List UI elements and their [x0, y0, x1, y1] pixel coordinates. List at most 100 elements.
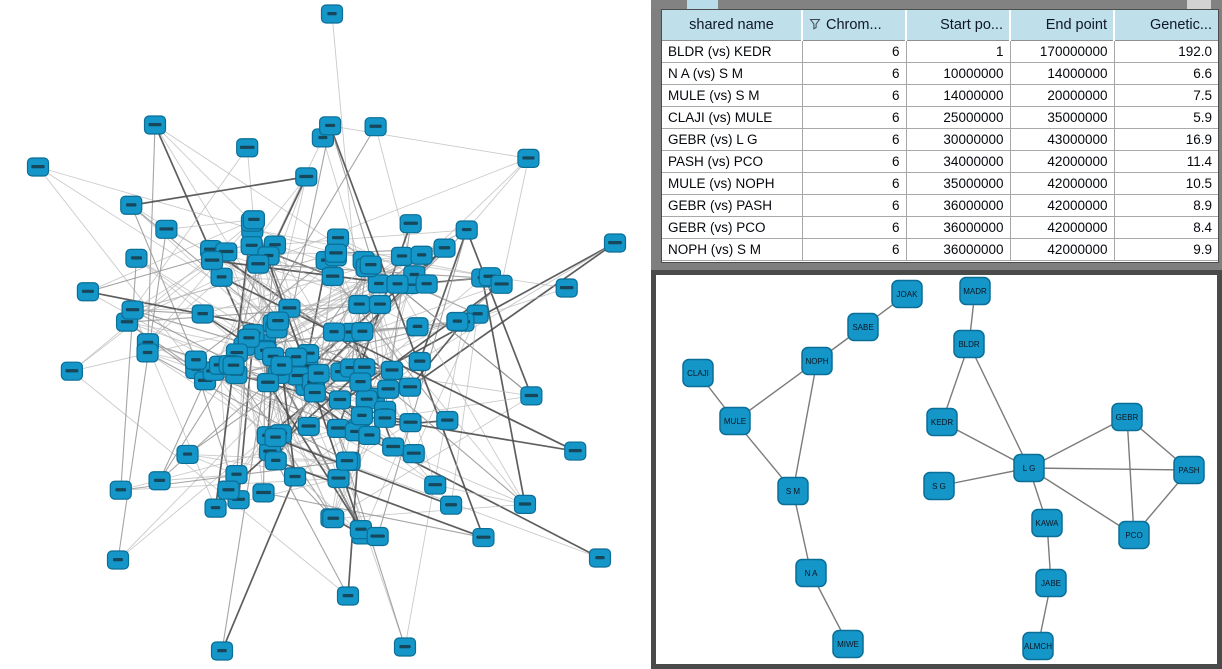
overview-node[interactable]: [350, 406, 374, 426]
overview-node[interactable]: [266, 311, 290, 331]
node-PASH[interactable]: PASH: [1173, 455, 1205, 485]
overview-node[interactable]: [321, 266, 344, 287]
table-row[interactable]: NOPH (vs) S M 6 36000000 42000000 9.9: [662, 238, 1218, 261]
edge-BLDR-L G[interactable]: [968, 343, 1030, 469]
overview-node[interactable]: [399, 413, 422, 433]
overview-node[interactable]: [408, 351, 431, 372]
overview-node[interactable]: [393, 637, 417, 657]
overview-node[interactable]: [603, 233, 627, 253]
node-MULE[interactable]: MULE: [719, 406, 751, 436]
overview-node[interactable]: [348, 294, 371, 315]
overview-node[interactable]: [377, 379, 400, 399]
overview-node[interactable]: [402, 443, 425, 464]
overview-node[interactable]: [322, 322, 346, 342]
overview-node[interactable]: [367, 274, 390, 294]
overview-node[interactable]: [390, 246, 414, 266]
node-JABE[interactable]: JABE: [1035, 568, 1067, 598]
overview-node[interactable]: [555, 278, 578, 298]
overview-node[interactable]: [26, 157, 50, 177]
overview-node[interactable]: [148, 471, 171, 491]
overview-node[interactable]: [121, 300, 144, 320]
overview-node[interactable]: [433, 238, 456, 258]
overview-node[interactable]: [125, 248, 148, 268]
column-header-3[interactable]: End point: [1010, 10, 1115, 41]
table-row[interactable]: GEBR (vs) L G 6 30000000 43000000 16.9: [662, 128, 1218, 151]
overview-node[interactable]: [252, 483, 275, 503]
node-PCO[interactable]: PCO: [1118, 520, 1150, 550]
table-row[interactable]: GEBR (vs) PCO 6 36000000 42000000 8.4: [662, 216, 1218, 239]
column-header-0[interactable]: shared name: [662, 10, 803, 41]
overview-node[interactable]: [176, 444, 199, 465]
overview-node[interactable]: [136, 343, 159, 363]
table-row[interactable]: PASH (vs) PCO 6 34000000 42000000 11.4: [662, 150, 1218, 173]
node-BLDR[interactable]: BLDR: [953, 329, 985, 359]
edge-L G-GEBR[interactable]: [1028, 416, 1128, 469]
overview-node[interactable]: [326, 418, 350, 439]
overview-node[interactable]: [373, 408, 397, 428]
column-header-1[interactable]: Chrom...: [802, 10, 907, 41]
overview-node[interactable]: [109, 480, 132, 500]
overview-node[interactable]: [155, 219, 178, 239]
edge-GEBR-PCO[interactable]: [1126, 416, 1135, 536]
overview-node[interactable]: [439, 495, 463, 515]
node-CLAJI[interactable]: CLAJI: [682, 358, 714, 388]
node-NOPH[interactable]: NOPH: [801, 346, 833, 376]
selected-network-canvas[interactable]: JOAK SABE NOPH CLAJI MULE S M N A MIWE MADR BLDR K…: [656, 275, 1217, 664]
edge-NOPH-S M[interactable]: [792, 360, 818, 492]
overview-node[interactable]: [415, 274, 438, 294]
node-JOAK[interactable]: JOAK: [891, 279, 923, 309]
overview-node[interactable]: [386, 274, 409, 294]
table-row[interactable]: MULE (vs) NOPH 6 35000000 42000000 10.5: [662, 172, 1218, 195]
overview-node[interactable]: [368, 294, 392, 315]
table-row[interactable]: BLDR (vs) KEDR 6 1 170000000 192.0: [662, 40, 1218, 63]
node-N A[interactable]: N A: [795, 558, 827, 588]
edge-L G-PCO[interactable]: [1028, 467, 1135, 536]
overview-node[interactable]: [319, 116, 342, 136]
overview-node[interactable]: [270, 355, 293, 376]
overview-node[interactable]: [264, 427, 287, 448]
overview-node[interactable]: [399, 214, 422, 234]
overview-node[interactable]: [217, 480, 240, 500]
table-row[interactable]: GEBR (vs) PASH 6 36000000 42000000 8.9: [662, 194, 1218, 217]
overview-node[interactable]: [120, 195, 143, 215]
overview-node[interactable]: [517, 148, 540, 168]
node-KAWA[interactable]: KAWA: [1031, 508, 1063, 538]
node-S G[interactable]: S G: [923, 471, 955, 501]
overview-node[interactable]: [359, 255, 382, 275]
node-GEBR[interactable]: GEBR: [1111, 402, 1143, 432]
overview-node[interactable]: [200, 250, 224, 271]
node-MADR[interactable]: MADR: [959, 276, 991, 306]
overview-node[interactable]: [380, 360, 404, 380]
overview-node[interactable]: [335, 451, 359, 471]
overview-node[interactable]: [237, 328, 261, 348]
overview-node[interactable]: [210, 641, 234, 661]
column-header-2[interactable]: Start po...: [906, 10, 1011, 41]
overview-node[interactable]: [366, 526, 389, 547]
overview-node[interactable]: [256, 373, 280, 393]
overview-node[interactable]: [264, 451, 287, 471]
overview-node[interactable]: [242, 210, 265, 230]
overview-node[interactable]: [327, 468, 350, 489]
overview-node[interactable]: [349, 372, 372, 392]
edge-L G-PASH[interactable]: [1028, 467, 1190, 471]
overview-node[interactable]: [490, 274, 513, 294]
overview-node[interactable]: [324, 243, 348, 263]
overview-node[interactable]: [222, 356, 245, 376]
overview-node[interactable]: [184, 350, 207, 370]
overview-network-canvas[interactable]: [0, 0, 651, 669]
overview-node[interactable]: [406, 317, 429, 337]
overview-node[interactable]: [588, 548, 612, 568]
overview-node[interactable]: [351, 322, 374, 342]
overview-node[interactable]: [320, 4, 344, 24]
node-KEDR[interactable]: KEDR: [926, 407, 958, 437]
node-L G[interactable]: L G: [1013, 453, 1045, 483]
overview-node[interactable]: [191, 304, 214, 324]
table-row[interactable]: N A (vs) S M 6 10000000 14000000 6.6: [662, 62, 1218, 85]
overview-node[interactable]: [307, 363, 330, 384]
node-S M[interactable]: S M: [777, 476, 809, 506]
overview-node[interactable]: [295, 167, 318, 187]
overview-node[interactable]: [236, 138, 259, 158]
overview-node[interactable]: [328, 390, 351, 410]
overview-node[interactable]: [564, 441, 587, 461]
overview-node[interactable]: [424, 475, 447, 495]
